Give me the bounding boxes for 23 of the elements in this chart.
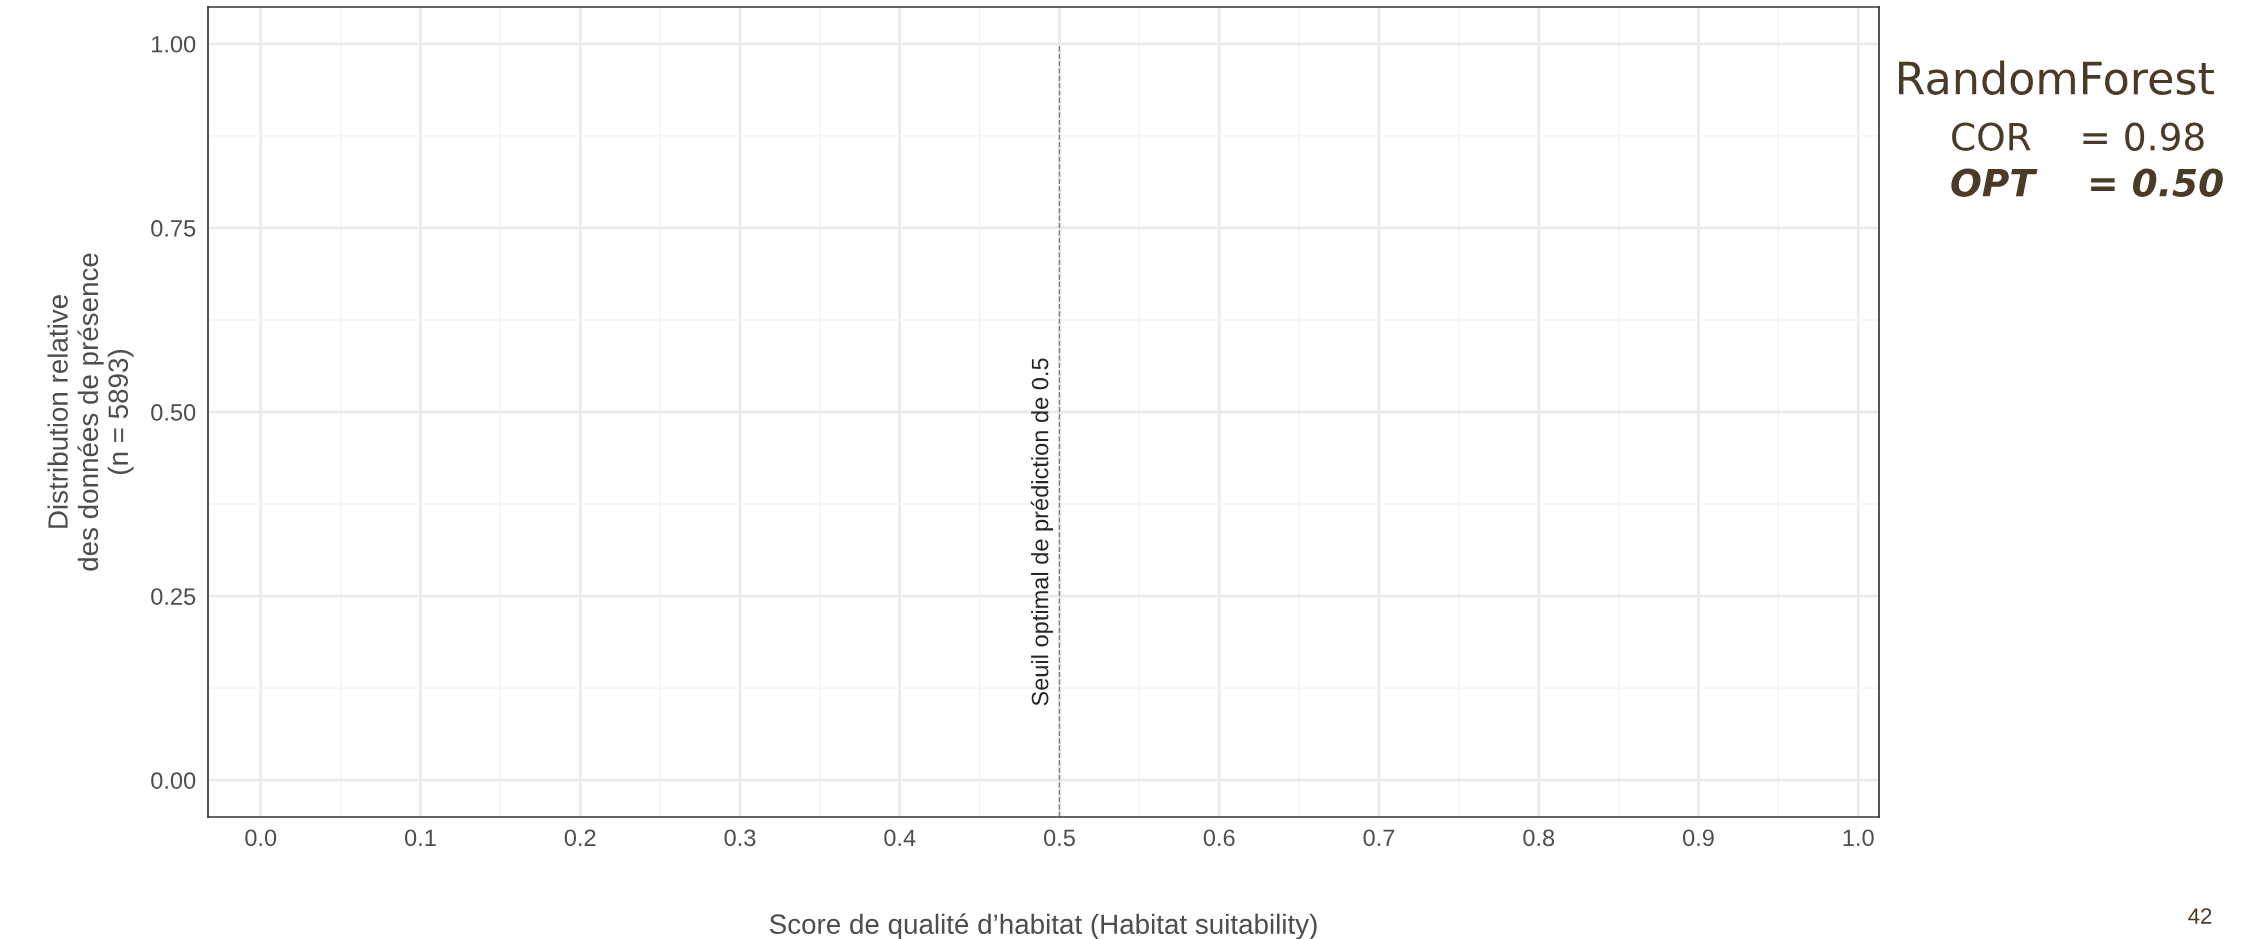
x-axis-title: Score de qualité d’habitat (Habitat suitability) bbox=[769, 913, 1317, 939]
x-tick-label: 0.9 bbox=[1682, 829, 1714, 847]
y-tick-label: 0.25 bbox=[151, 588, 196, 605]
text: 42 bbox=[2188, 908, 2212, 924]
text: RandomForest bbox=[1899, 60, 2214, 95]
y-tick-label: 0.50 bbox=[151, 404, 196, 421]
x-tick-label: 0.3 bbox=[724, 829, 756, 847]
x-tick-label: 1.0 bbox=[1843, 829, 1874, 847]
x-tick-label: 0.8 bbox=[1523, 829, 1555, 847]
text: COR = 0.98 bbox=[1952, 122, 2204, 151]
x-tick-label: 0.0 bbox=[245, 829, 277, 847]
x-tick-label: 0.1 bbox=[404, 829, 436, 847]
x-tick-label: 0.5 bbox=[1043, 829, 1075, 847]
x-tick-label: 0.2 bbox=[564, 829, 596, 847]
ref-line-label: Seuil optimal de prédiction de 0.5 bbox=[1030, 358, 1054, 706]
y-tick-label: 0.00 bbox=[151, 772, 196, 789]
x-tick-label: 0.7 bbox=[1363, 829, 1395, 847]
text: OPT = 0.50 bbox=[1951, 168, 2223, 197]
y-tick-label: 0.75 bbox=[151, 219, 196, 237]
x-tick-label: 0.4 bbox=[884, 829, 916, 847]
y-axis-title: Distribution relative des données de présence (n = 5893) bbox=[47, 253, 134, 571]
y-tick-label: 1.00 bbox=[152, 35, 196, 53]
x-tick-label: 0.6 bbox=[1203, 829, 1235, 847]
